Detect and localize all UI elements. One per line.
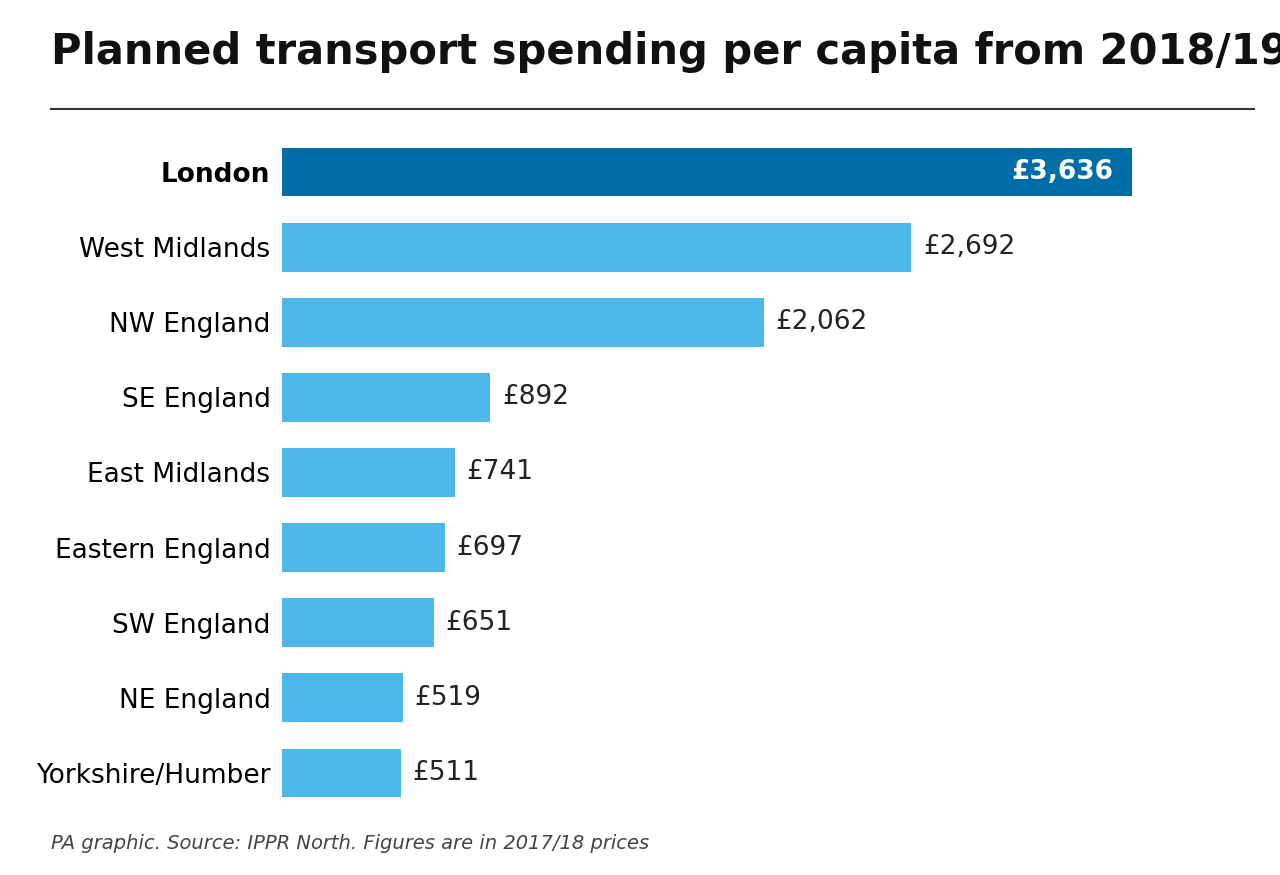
Bar bbox=[282, 148, 1132, 196]
Bar bbox=[282, 598, 434, 648]
Text: £697: £697 bbox=[456, 535, 524, 561]
Bar bbox=[282, 222, 911, 271]
Bar bbox=[282, 749, 401, 797]
Bar bbox=[282, 373, 490, 422]
Text: £651: £651 bbox=[445, 610, 512, 636]
Bar bbox=[282, 523, 444, 572]
Text: £3,636: £3,636 bbox=[1011, 159, 1114, 185]
Bar bbox=[282, 298, 764, 346]
Text: £741: £741 bbox=[467, 459, 534, 486]
Text: PA graphic. Source: IPPR North. Figures are in 2017/18 prices: PA graphic. Source: IPPR North. Figures … bbox=[51, 834, 649, 853]
Bar bbox=[282, 674, 403, 723]
Text: £2,692: £2,692 bbox=[923, 234, 1015, 260]
Text: £2,062: £2,062 bbox=[776, 309, 868, 335]
Text: Planned transport spending per capita from 2018/19: Planned transport spending per capita fr… bbox=[51, 31, 1280, 73]
Text: £511: £511 bbox=[413, 760, 480, 786]
Text: £892: £892 bbox=[502, 384, 568, 410]
Text: £519: £519 bbox=[415, 685, 481, 710]
Bar bbox=[282, 448, 454, 497]
